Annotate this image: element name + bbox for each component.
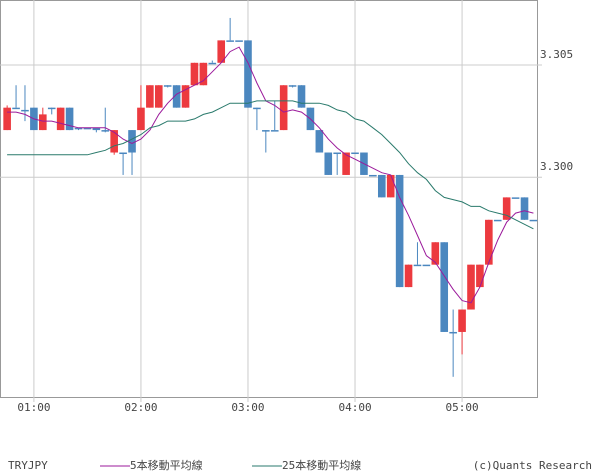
candle-body — [119, 152, 127, 155]
candle-body — [154, 85, 163, 108]
candle-body — [253, 107, 261, 110]
candle-body — [244, 40, 252, 108]
candle-body — [92, 127, 101, 131]
candle-body — [21, 109, 29, 112]
plot-frame — [0, 0, 538, 398]
candle-body — [65, 107, 74, 131]
candle-body — [128, 130, 136, 153]
candle-body — [476, 264, 484, 288]
candle-body — [74, 127, 83, 130]
candle-body — [493, 219, 502, 222]
candle-body — [449, 331, 457, 334]
candle-body — [235, 40, 243, 42]
candle-body — [56, 107, 65, 131]
candle-body — [217, 40, 226, 63]
chart-title: TRYJPY — [8, 459, 48, 472]
candle-body — [386, 174, 395, 198]
candle-body — [431, 242, 440, 265]
candle-body — [3, 107, 11, 131]
candle-body — [467, 264, 475, 310]
candle-body — [208, 62, 217, 65]
candle-body — [520, 197, 529, 220]
y-tick-label: 3.305 — [540, 48, 573, 61]
x-tick-label: 04:00 — [338, 401, 371, 414]
candle-body — [172, 85, 181, 108]
legend-label: 5本移動平均線 — [130, 458, 203, 472]
candle-body — [83, 127, 92, 130]
candle-body — [47, 107, 56, 110]
candle-body — [288, 85, 297, 87]
y-tick-label: 3.300 — [540, 160, 573, 173]
candle-body — [529, 219, 538, 222]
credit: (c)Quants Research — [473, 459, 592, 472]
candle-body — [333, 152, 341, 155]
candle-body — [262, 130, 270, 132]
candle-body — [324, 152, 333, 175]
candle-body — [270, 130, 279, 132]
candle-body — [39, 114, 47, 131]
candle-body — [199, 62, 208, 86]
candle-body — [101, 130, 110, 132]
x-tick-label: 05:00 — [446, 401, 479, 414]
candle-body — [511, 197, 520, 199]
candle-body — [181, 85, 190, 108]
candle-body — [12, 107, 20, 110]
candle-body — [440, 242, 449, 332]
legend-label: 25本移動平均線 — [282, 458, 361, 472]
x-tick-label: 02:00 — [124, 401, 157, 414]
candle-body — [226, 40, 234, 42]
moving-average-line — [7, 100, 534, 230]
x-tick-label: 01:00 — [17, 401, 50, 414]
candle-body — [404, 264, 413, 288]
candle-body — [297, 85, 306, 108]
x-tick-label: 03:00 — [231, 401, 264, 414]
candle-body — [163, 85, 172, 87]
candle-body — [137, 107, 145, 131]
candle-body — [351, 152, 359, 155]
candle-body — [502, 197, 511, 220]
candle-body — [377, 174, 386, 198]
candle-body — [146, 85, 154, 108]
candle-body — [190, 62, 199, 86]
candle-body — [369, 174, 377, 177]
candle-body — [422, 264, 431, 267]
candle-body — [458, 309, 466, 332]
candle-body — [413, 264, 422, 267]
candle-body — [395, 174, 404, 288]
candle-body — [342, 152, 350, 175]
candle-body — [315, 130, 324, 153]
candle-body — [110, 130, 118, 153]
moving-average-line — [7, 46, 534, 304]
candle-body — [485, 219, 493, 265]
candle-body — [279, 85, 288, 131]
